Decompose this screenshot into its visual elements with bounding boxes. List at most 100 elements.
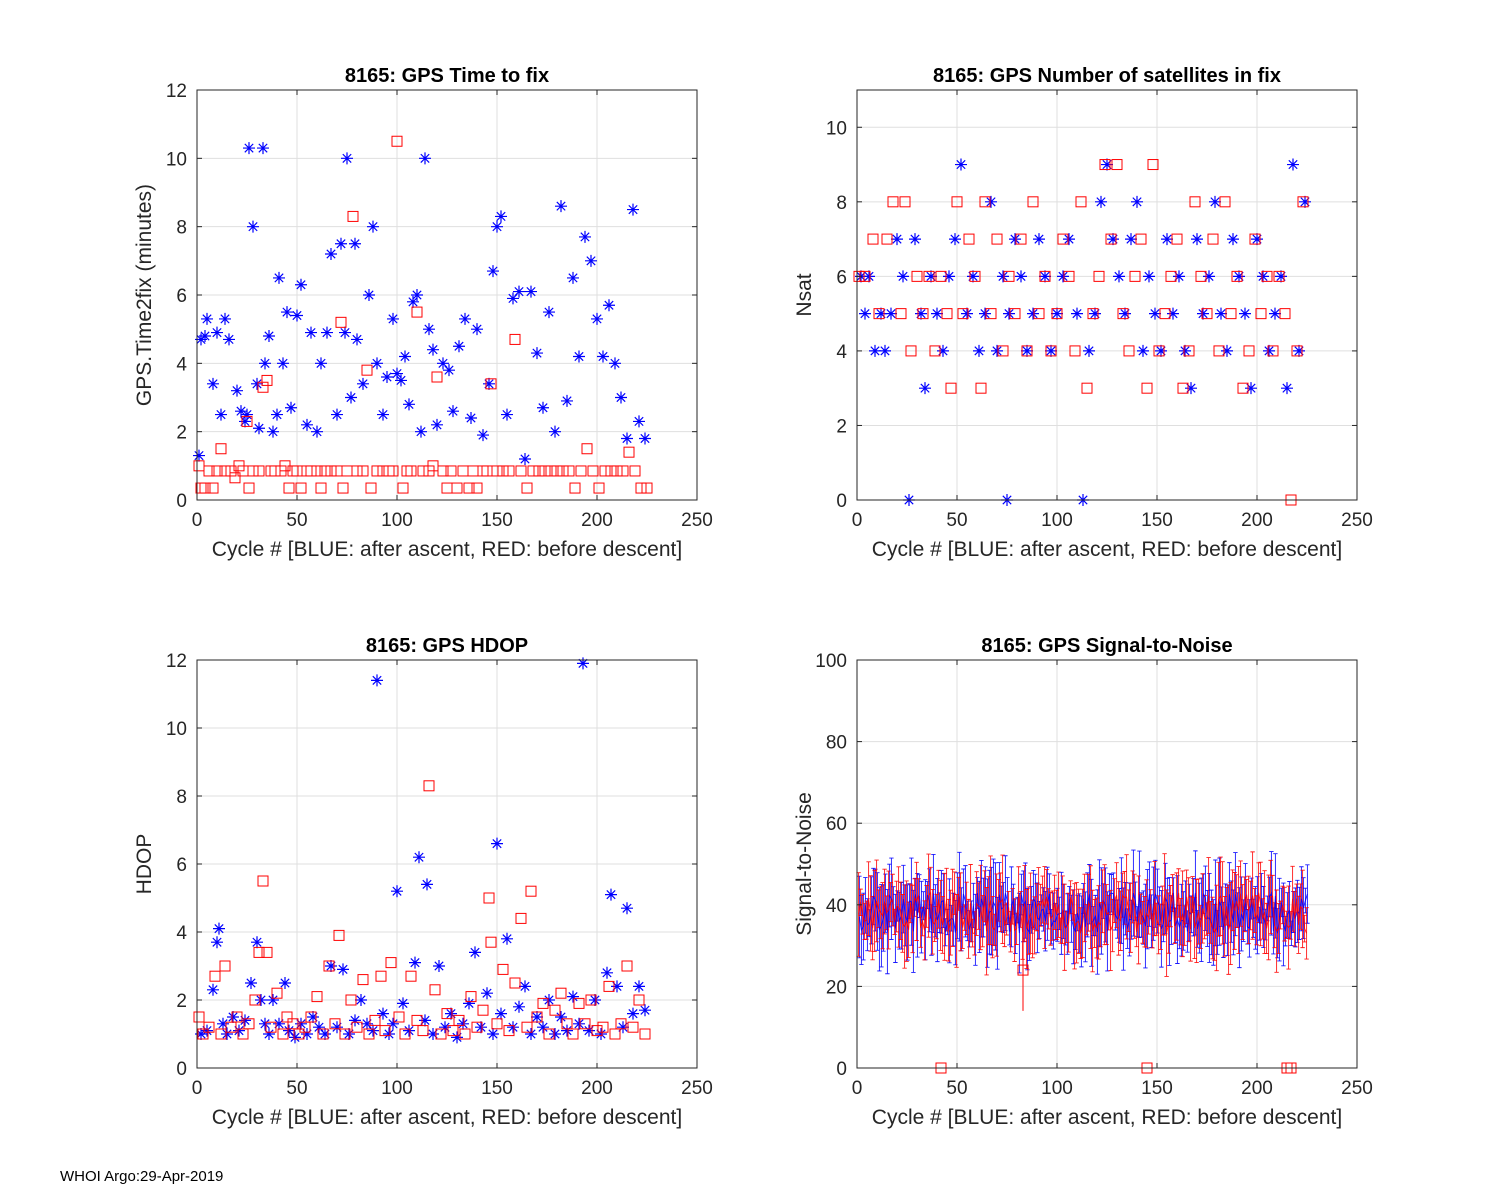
- data-point-before-descent: [929, 345, 941, 357]
- data-point-before-descent: [1099, 159, 1111, 171]
- data-point-before-descent: [1009, 308, 1021, 320]
- data-point-before-descent: [1017, 964, 1029, 976]
- data-point-before-descent: [463, 482, 475, 494]
- data-point-before-descent: [561, 1018, 573, 1030]
- data-point-after-ascent: [863, 270, 875, 283]
- data-point-after-ascent: [567, 271, 579, 284]
- data-point-after-ascent: [507, 1021, 519, 1034]
- x-tick-label: 50: [286, 1078, 307, 1099]
- data-point-after-ascent: [597, 350, 609, 363]
- data-point-after-ascent: [549, 425, 561, 438]
- data-point-after-ascent: [285, 401, 297, 414]
- data-point-after-ascent: [501, 932, 513, 945]
- data-point-after-ascent: [439, 1021, 451, 1034]
- panel-3: 0 50 100 150 200 250 0 2 4 6 8 10 12 8165: GPS HDOP Cy…: [133, 635, 713, 1129]
- data-point-before-descent: [567, 1028, 579, 1040]
- data-point-after-ascent: [267, 994, 279, 1006]
- x-tick-label: 0: [192, 510, 203, 531]
- y-axis-label: Nsat: [793, 273, 816, 316]
- data-point-before-descent: [557, 465, 569, 477]
- data-point-after-ascent: [915, 307, 927, 320]
- data-point-after-ascent: [377, 1007, 389, 1020]
- data-point-after-ascent: [291, 309, 303, 322]
- data-point-after-ascent: [519, 453, 531, 465]
- x-axis-label: Cycle # [BLUE: after ascent, RED: before…: [872, 1106, 1342, 1129]
- data-point-before-descent: [335, 316, 347, 328]
- data-point-before-descent: [1171, 233, 1183, 245]
- data-point-after-ascent: [1045, 344, 1057, 357]
- data-point-after-ascent: [621, 432, 633, 445]
- data-point-before-descent: [585, 994, 597, 1006]
- data-point-after-ascent: [217, 1017, 229, 1030]
- data-point-after-ascent: [263, 330, 275, 342]
- data-point-after-ascent: [469, 946, 481, 959]
- data-point-after-ascent: [307, 1011, 319, 1023]
- data-point-after-ascent: [231, 384, 243, 397]
- x-tick-label: 0: [192, 1078, 203, 1099]
- data-point-before-descent: [509, 333, 521, 345]
- data-point-after-ascent: [543, 306, 555, 319]
- data-point-before-descent: [299, 1021, 311, 1033]
- data-point-after-ascent: [419, 1014, 431, 1027]
- x-tick-label: 150: [481, 1078, 513, 1099]
- data-point-before-descent: [587, 465, 599, 477]
- data-point-before-descent: [491, 465, 503, 477]
- data-point-before-descent: [1249, 233, 1261, 245]
- data-point-after-ascent: [245, 977, 257, 989]
- data-point-after-ascent: [1101, 158, 1113, 171]
- data-point-after-ascent: [1287, 158, 1299, 171]
- data-point-after-ascent: [463, 997, 475, 1010]
- data-point-after-ascent: [1057, 270, 1069, 283]
- data-point-after-ascent: [985, 195, 997, 208]
- data-point-before-descent: [1135, 233, 1147, 245]
- data-point-after-ascent: [253, 422, 265, 435]
- data-point-after-ascent: [427, 343, 439, 356]
- data-point-after-ascent: [1167, 307, 1179, 320]
- data-point-before-descent: [549, 1004, 561, 1016]
- data-point-after-ascent: [337, 963, 349, 976]
- data-point-after-ascent: [247, 220, 259, 233]
- y-tick-label: 0: [176, 1059, 187, 1080]
- data-point-before-descent: [1111, 159, 1123, 171]
- data-point-after-ascent: [1269, 307, 1281, 320]
- y-tick-label: 40: [826, 896, 847, 917]
- x-tick-label: 200: [581, 1078, 613, 1099]
- data-point-after-ascent: [501, 408, 513, 421]
- data-point-after-ascent: [241, 408, 253, 421]
- data-point-before-descent: [895, 308, 907, 320]
- data-point-after-ascent: [1021, 344, 1033, 357]
- data-point-before-descent: [1015, 233, 1027, 245]
- data-point-before-descent: [1063, 270, 1075, 282]
- data-point-after-ascent: [395, 374, 407, 387]
- ticks: [196, 89, 698, 501]
- data-point-before-descent: [483, 892, 495, 904]
- y-tick-label: 2: [836, 416, 847, 437]
- data-point-after-ascent: [279, 977, 291, 989]
- y-tick-label: 80: [826, 733, 847, 754]
- y-tick-label: 4: [836, 342, 847, 363]
- x-tick-label: 0: [852, 1078, 863, 1099]
- data-point-after-ascent: [1131, 195, 1143, 208]
- data-point-after-ascent: [443, 364, 455, 377]
- data-point-before-descent: [555, 987, 567, 999]
- data-point-before-descent: [873, 308, 885, 320]
- data-point-before-descent: [1219, 196, 1231, 208]
- data-point-after-ascent: [1197, 307, 1209, 320]
- data-point-before-descent: [211, 465, 223, 477]
- x-tick-label: 250: [681, 510, 713, 531]
- data-point-before-descent: [969, 270, 981, 282]
- data-point-before-descent: [411, 1014, 423, 1026]
- data-point-after-ascent: [1233, 270, 1245, 283]
- data-point-after-ascent: [381, 371, 393, 383]
- data-point-after-ascent: [561, 1024, 573, 1037]
- data-point-after-ascent: [943, 270, 955, 283]
- data-point-before-descent: [1207, 233, 1219, 245]
- data-point-after-ascent: [1221, 344, 1233, 357]
- data-point-after-ascent: [267, 425, 279, 438]
- y-tick-label: 0: [176, 491, 187, 512]
- x-tick-label: 250: [681, 1078, 713, 1099]
- data-point-before-descent: [1213, 345, 1225, 357]
- data-point-after-ascent: [601, 966, 613, 979]
- data-point-after-ascent: [239, 1014, 251, 1027]
- data-point-before-descent: [899, 196, 911, 208]
